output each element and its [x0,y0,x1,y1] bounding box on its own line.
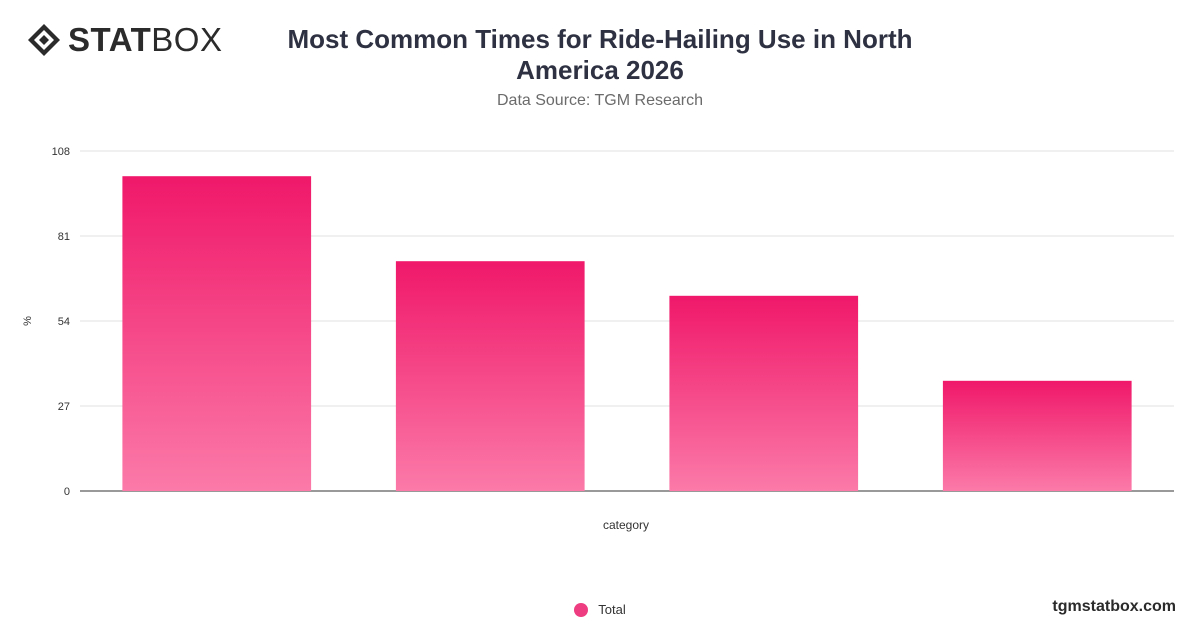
bar-2[interactable] [395,261,585,491]
y-axis-label: % [22,316,34,326]
logo-light-text: BOX [151,21,223,58]
statbox-logo: STATBOX [26,22,222,58]
legend: Total [0,602,1200,617]
y-tick-label: 81 [58,231,70,243]
watermark: tgmstatbox.com [1052,598,1176,615]
bar-4[interactable] [942,380,1132,491]
legend-swatch [574,602,589,617]
x-axis-label: category [603,518,649,532]
y-tick-label: 27 [58,401,70,413]
legend-label-total: Total [598,602,626,617]
bar-3[interactable] [669,295,859,491]
y-tick-label: 54 [58,316,70,328]
bar-1[interactable] [122,176,312,491]
logo-strong-text: STAT [68,21,152,58]
chart-title: Most Common Times for Ride-Hailing Use i… [287,24,913,85]
chart-subtitle: Data Source: TGM Research [496,92,703,109]
logo-text: STATBOX [68,22,222,58]
diamond-logo-icon [28,24,60,56]
y-tick-label: 108 [52,146,70,158]
y-tick-label: 0 [64,486,70,498]
